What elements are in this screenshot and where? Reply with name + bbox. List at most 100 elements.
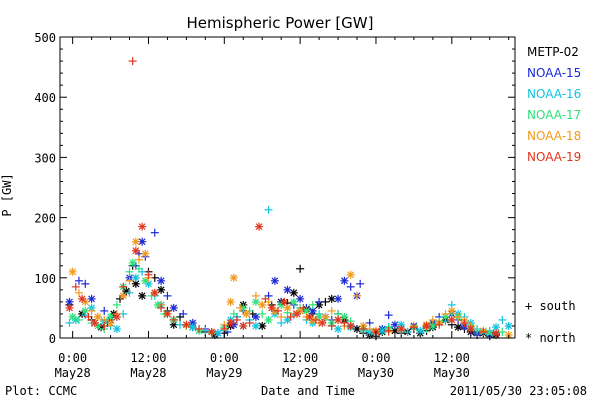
legend-south: + south xyxy=(525,299,576,313)
x-tick-time-label: 0:00 xyxy=(362,351,391,365)
data-point-north xyxy=(264,315,273,324)
data-point-north xyxy=(90,318,99,327)
data-point-north xyxy=(93,312,102,321)
data-point-south xyxy=(112,300,121,309)
data-point-north xyxy=(213,329,222,338)
data-point-north xyxy=(289,297,298,306)
footer-timestamp: 2011/05/30 23:05:08 xyxy=(450,384,587,398)
y-axis-label: P [GW] xyxy=(0,173,14,216)
data-point-north xyxy=(390,320,399,329)
data-point-north xyxy=(504,321,513,330)
data-point-north xyxy=(229,273,238,282)
data-point-north xyxy=(141,249,150,258)
data-point-south xyxy=(327,321,336,330)
data-point-north xyxy=(255,222,264,231)
data-point-north xyxy=(267,303,276,312)
data-point-north xyxy=(207,327,216,336)
data-point-south xyxy=(441,309,450,318)
data-point-south xyxy=(403,327,412,336)
data-point-north xyxy=(447,306,456,315)
data-point-north xyxy=(131,273,140,282)
data-point-south xyxy=(125,276,134,285)
data-point-north xyxy=(112,312,121,321)
data-point-south xyxy=(232,315,241,324)
data-point-north xyxy=(239,321,248,330)
data-point-south xyxy=(296,264,305,273)
data-point-south xyxy=(353,291,362,300)
data-point-south xyxy=(454,312,463,321)
data-point-north xyxy=(68,267,77,276)
x-tick-date-label: May30 xyxy=(358,366,394,380)
data-point-south xyxy=(74,288,83,297)
data-point-south xyxy=(356,279,365,288)
data-point-north xyxy=(65,303,74,312)
data-point-south xyxy=(125,288,134,297)
data-point-north xyxy=(251,312,260,321)
x-tick-date-label: May30 xyxy=(434,366,470,380)
data-point-north xyxy=(447,315,456,324)
data-point-north xyxy=(78,294,87,303)
data-point-north xyxy=(163,309,172,318)
data-point-south xyxy=(179,309,188,318)
y-tick-label: 0 xyxy=(49,332,56,346)
data-point-south xyxy=(245,318,254,327)
x-tick-time-label: 0:00 xyxy=(210,351,239,365)
legend-entry: NOAA-18 xyxy=(527,129,581,143)
data-point-south xyxy=(169,315,178,324)
data-point-south xyxy=(74,315,83,324)
data-point-north xyxy=(422,321,431,330)
data-point-north xyxy=(340,276,349,285)
data-point-south xyxy=(150,228,159,237)
data-point-north xyxy=(182,320,191,329)
y-tick-label: 400 xyxy=(34,91,56,105)
x-tick-date-label: May29 xyxy=(206,366,242,380)
data-point-south xyxy=(384,326,393,335)
data-point-south xyxy=(74,276,83,285)
legend: METP-02 NOAA-15 NOAA-16 NOAA-17 NOAA-18 NOAA-… xyxy=(525,45,581,345)
plot-frame xyxy=(59,36,516,339)
data-point-north xyxy=(150,288,159,297)
data-point-north xyxy=(138,291,147,300)
data-point-north xyxy=(321,312,330,321)
data-point-north xyxy=(492,329,501,338)
chart-title: Hemispheric Power [GW] xyxy=(187,14,374,32)
data-point-south xyxy=(409,323,418,332)
data-point-south xyxy=(359,324,368,333)
data-point-south xyxy=(258,309,267,318)
data-point-south xyxy=(460,318,469,327)
data-point-north xyxy=(466,324,475,333)
data-point-south xyxy=(100,321,109,330)
data-point-north xyxy=(280,297,289,306)
data-point-south xyxy=(315,297,324,306)
x-tick-time-label: 12:00 xyxy=(130,351,166,365)
data-point-south xyxy=(128,57,137,66)
data-point-north xyxy=(397,324,406,333)
data-point-south xyxy=(299,303,308,312)
data-point-north xyxy=(242,309,251,318)
data-point-north xyxy=(258,321,267,330)
data-point-north xyxy=(106,318,115,327)
x-tick-date-label: May28 xyxy=(130,366,166,380)
data-point-north xyxy=(305,312,314,321)
legend-north: * north xyxy=(525,331,576,345)
legend-entry: NOAA-16 xyxy=(527,87,581,101)
data-point-south xyxy=(157,303,166,312)
data-point-south xyxy=(229,309,238,318)
x-tick-date-label: May28 xyxy=(55,366,91,380)
data-point-north xyxy=(251,297,260,306)
data-point-north xyxy=(68,312,77,321)
data-point-south xyxy=(308,300,317,309)
data-point-north xyxy=(353,324,362,333)
data-point-north xyxy=(81,306,90,315)
data-point-north xyxy=(131,237,140,246)
data-point-south xyxy=(346,282,355,291)
data-point-north xyxy=(416,326,425,335)
data-point-north xyxy=(226,318,235,327)
data-point-north xyxy=(131,246,140,255)
data-point-south xyxy=(100,306,109,315)
legend-entry: METP-02 xyxy=(527,45,579,59)
y-tick-label: 200 xyxy=(34,212,56,226)
data-point-south xyxy=(498,315,507,324)
legend-entry: NOAA-19 xyxy=(527,150,581,164)
data-point-north xyxy=(289,288,298,297)
